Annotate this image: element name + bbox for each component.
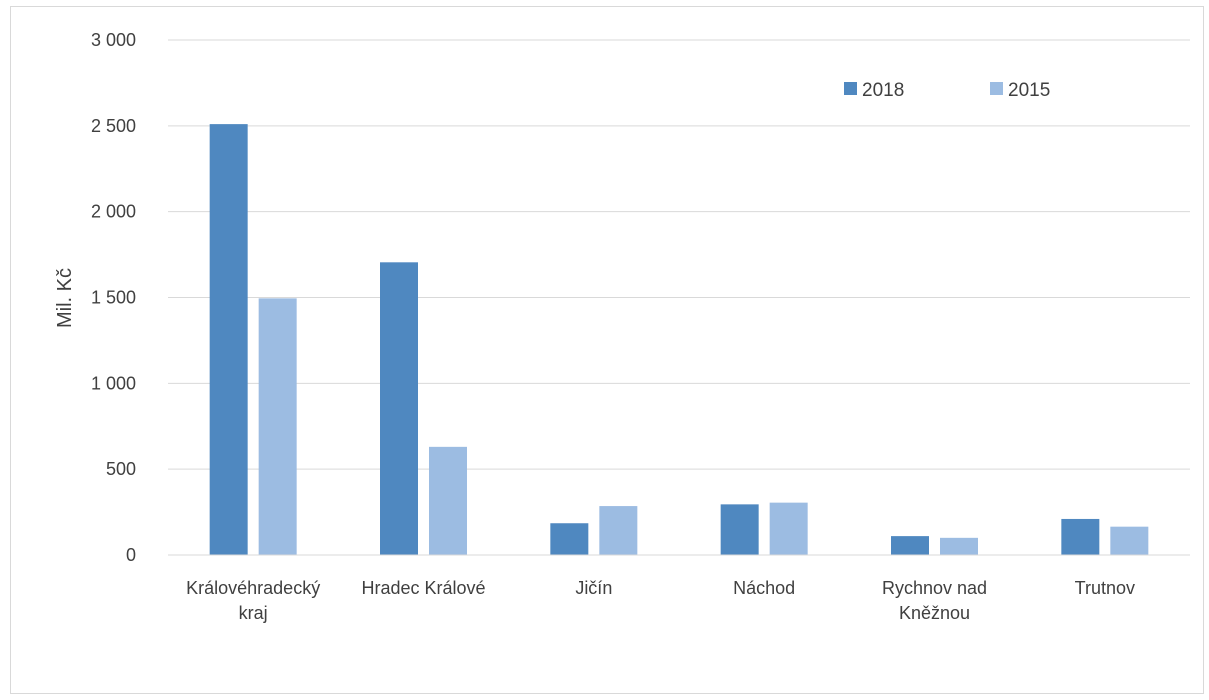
y-axis-ticks: 0 500 1 000 1 500 2 000 2 500 3 000 xyxy=(91,30,136,565)
x-category-label-line: Královéhradecký xyxy=(186,578,320,598)
x-category-label: Jičín xyxy=(575,578,612,598)
bar-2018 xyxy=(891,536,929,555)
bar-2015 xyxy=(258,298,297,555)
chart-frame xyxy=(10,6,1204,694)
x-category-label: Rychnov nad Kněžnou xyxy=(882,578,987,623)
legend-swatch-2018 xyxy=(844,82,857,95)
bar-2015 xyxy=(429,446,467,555)
legend-label-2015: 2015 xyxy=(1008,80,1050,101)
y-tick-label: 2 500 xyxy=(91,116,136,136)
y-axis-title: Mil. Kč xyxy=(54,268,76,328)
bar-2018 xyxy=(1061,518,1100,555)
bar-2018 xyxy=(550,523,589,555)
legend: 2018 2015 xyxy=(844,80,1050,101)
y-tick-label: 3 000 xyxy=(91,30,136,50)
bar-2015 xyxy=(940,537,978,555)
x-category-label: Královéhradecký kraj xyxy=(186,578,320,623)
bar-2018 xyxy=(380,262,418,555)
y-tick-label: 1 500 xyxy=(91,288,136,308)
x-category-label-line: Jičín xyxy=(575,578,612,598)
x-category-label-line: Náchod xyxy=(733,578,795,598)
legend-label-2018: 2018 xyxy=(862,80,904,101)
x-category-label: Hradec Králové xyxy=(361,578,485,598)
x-category-label-line: Rychnov nad xyxy=(882,578,987,598)
x-category-label: Trutnov xyxy=(1075,578,1135,598)
y-tick-label: 0 xyxy=(126,545,136,565)
legend-swatch-2015 xyxy=(990,82,1003,95)
x-category-label-line: Trutnov xyxy=(1075,578,1135,598)
x-category-label-line: Kněžnou xyxy=(899,603,970,623)
x-category-label-line: kraj xyxy=(239,603,268,623)
bar-2018 xyxy=(720,504,759,555)
bar-2015 xyxy=(599,506,638,555)
bar-2015 xyxy=(769,502,808,555)
y-tick-label: 2 000 xyxy=(91,202,136,222)
x-category-label-line: Hradec Králové xyxy=(361,578,485,598)
bar-2018 xyxy=(209,124,248,555)
y-tick-label: 500 xyxy=(106,459,136,479)
y-tick-label: 1 000 xyxy=(91,373,136,393)
bars xyxy=(209,124,1149,555)
gridlines xyxy=(168,39,1190,470)
x-axis-categories: Královéhradecký kraj Hradec Králové Jičín Ná… xyxy=(186,578,1135,623)
bar-2015 xyxy=(1110,526,1149,555)
x-category-label: Náchod xyxy=(733,578,795,598)
